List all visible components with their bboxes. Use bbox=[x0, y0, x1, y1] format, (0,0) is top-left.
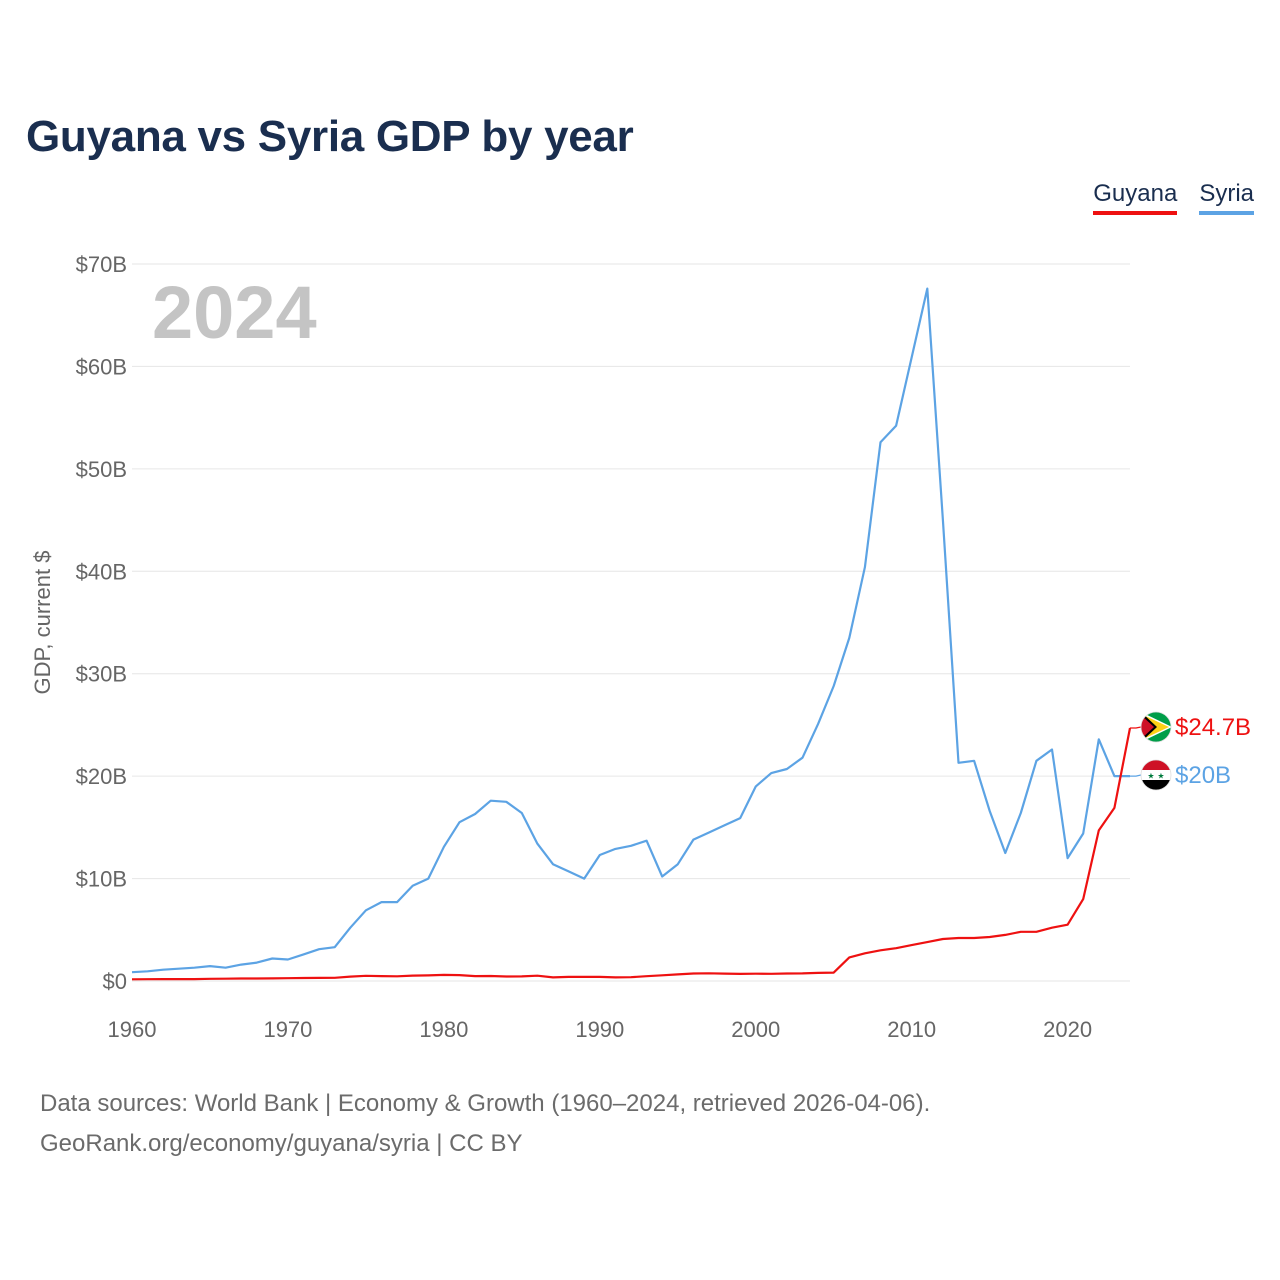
y-tick-label: $20B bbox=[76, 764, 127, 789]
x-tick-label: 1990 bbox=[575, 1017, 624, 1042]
data-sources: Data sources: World Bank | Economy & Gro… bbox=[40, 1084, 930, 1164]
flag-star: ★ bbox=[1157, 772, 1164, 781]
year-watermark: 2024 bbox=[152, 271, 317, 354]
chart-title: Guyana vs Syria GDP by year bbox=[26, 112, 634, 161]
y-tick-label: $0 bbox=[103, 969, 127, 994]
x-tick-label: 2020 bbox=[1043, 1017, 1092, 1042]
end-label-syria: $20B bbox=[1175, 762, 1231, 789]
flag-body: ★ ★ bbox=[1141, 760, 1171, 790]
end-label-guyana: $24.7B bbox=[1175, 714, 1251, 741]
x-tick-label: 1970 bbox=[263, 1017, 312, 1042]
y-tick-label: $40B bbox=[76, 559, 127, 584]
flag-red-triangle bbox=[1141, 715, 1154, 739]
end-label-connector bbox=[1130, 726, 1142, 729]
syria-flag-icon: ★ ★ bbox=[1140, 759, 1172, 791]
x-tick-label: 2010 bbox=[887, 1017, 936, 1042]
x-tick-label: 2000 bbox=[731, 1017, 780, 1042]
end-label-connector bbox=[1130, 774, 1142, 777]
x-tick-label: 1980 bbox=[419, 1017, 468, 1042]
guyana-flag-icon bbox=[1140, 711, 1172, 743]
legend-item-syria[interactable]: Syria bbox=[1199, 180, 1254, 215]
flag-border bbox=[1140, 711, 1172, 743]
y-tick-label: $50B bbox=[76, 457, 127, 482]
series-line-guyana bbox=[131, 727, 1132, 981]
legend-item-guyana[interactable]: Guyana bbox=[1093, 180, 1178, 215]
legend: Guyana Syria bbox=[1093, 180, 1254, 215]
y-axis-label: GDP, current $ bbox=[30, 551, 55, 695]
x-tick-label: 1960 bbox=[108, 1017, 157, 1042]
y-tick-label: $70B bbox=[76, 252, 127, 277]
y-tick-label: $10B bbox=[76, 867, 127, 892]
source-line-1: Data sources: World Bank | Economy & Gro… bbox=[40, 1090, 931, 1117]
flag-red-band bbox=[1141, 760, 1171, 770]
flag-star: ★ bbox=[1147, 772, 1154, 781]
y-tick-label: $30B bbox=[76, 662, 127, 687]
flag-border bbox=[1140, 759, 1172, 791]
flag-white-band bbox=[1141, 770, 1171, 780]
flag-body bbox=[1141, 712, 1171, 742]
y-tick-label: $60B bbox=[76, 354, 127, 379]
flag-black-band bbox=[1141, 780, 1171, 790]
source-line-2: GeoRank.org/economy/guyana/syria | CC BY bbox=[40, 1130, 523, 1157]
series-line-syria bbox=[131, 287, 1130, 974]
